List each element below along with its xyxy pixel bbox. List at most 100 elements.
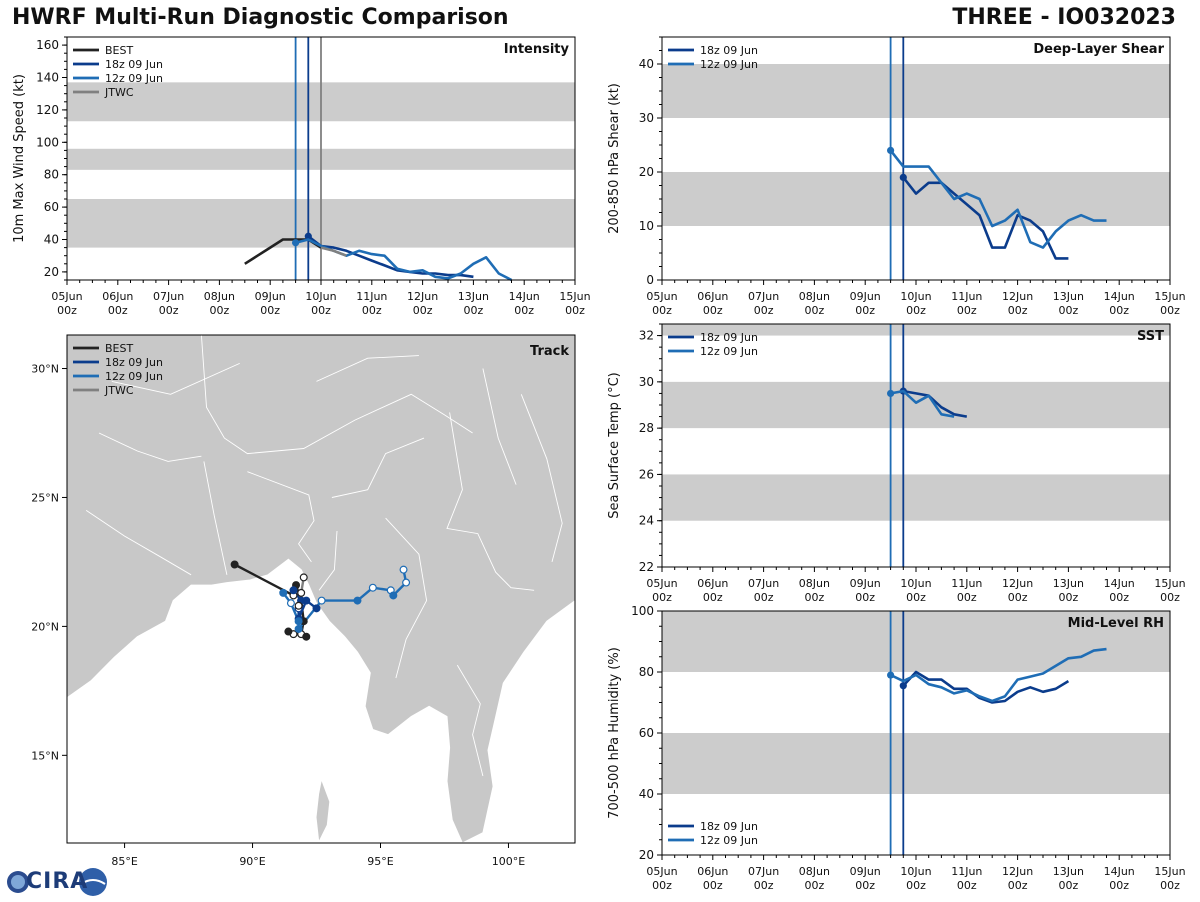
- sst-series-run18: [903, 389, 968, 418]
- sst-panel: 22242628303205Jun00z06Jun00z07Jun00z08Ju…: [607, 323, 1186, 604]
- sst-xtick-sub: 00z: [957, 591, 977, 604]
- land-mass: [67, 335, 575, 843]
- intensity-ytick-label: 80: [44, 168, 59, 182]
- intensity-xtick-sub: 00z: [210, 304, 230, 317]
- track-point-run18: [312, 604, 321, 613]
- intensity-series-jtwc: [320, 246, 347, 257]
- shear-ytick-label: 20: [639, 165, 654, 179]
- intensity-series-run18: [307, 235, 474, 279]
- rh-band: [662, 733, 1170, 794]
- intensity-xtick-label: 15Jun: [559, 290, 590, 303]
- rh-ylabel: 700-500 hPa Humidity (%): [607, 647, 622, 819]
- sst-xtick-label: 13Jun: [1053, 577, 1084, 590]
- border-line: [520, 394, 563, 563]
- track-legend-label: 12z 09 Jun: [105, 370, 163, 383]
- intensity-ytick-label: 60: [44, 200, 59, 214]
- shear-ytick-label: 30: [639, 111, 654, 125]
- track-point-run12: [402, 578, 411, 587]
- shear-xtick-sub: 00z: [957, 304, 977, 317]
- andaman-islands: [316, 781, 330, 841]
- rh-xtick-sub: 00z: [1008, 879, 1028, 892]
- shear-xtick-sub: 00z: [652, 304, 672, 317]
- intensity-xtick-label: 09Jun: [255, 290, 286, 303]
- track-point-run12: [286, 599, 295, 608]
- intensity-ytick-label: 40: [44, 233, 59, 247]
- sst-band: [662, 381, 1170, 429]
- track-frame: [66, 334, 576, 844]
- sst-xtick-label: 12Jun: [1002, 577, 1033, 590]
- sst-xtick-label: 10Jun: [900, 577, 931, 590]
- rh-xtick-sub: 00z: [1109, 879, 1129, 892]
- sst-series-run12: [890, 389, 955, 418]
- sst-xtick-label: 11Jun: [951, 577, 982, 590]
- shear-xtick-sub: 00z: [1059, 304, 1079, 317]
- shear-xtick-sub: 00z: [1160, 304, 1180, 317]
- rh-marker-run12: [887, 671, 895, 679]
- intensity-xtick-label: 10Jun: [305, 290, 336, 303]
- shear-xtick-label: 11Jun: [951, 290, 982, 303]
- rh-series-run18: [902, 670, 1070, 704]
- sst-legend-label: 18z 09 Jun: [700, 331, 758, 344]
- rh-xtick-label: 07Jun: [748, 865, 779, 878]
- intensity-xtick-sub: 00z: [260, 304, 280, 317]
- intensity-xtick-label: 13Jun: [458, 290, 489, 303]
- border-line: [316, 355, 419, 382]
- track-point-run12: [389, 591, 398, 600]
- sst-xtick-label: 08Jun: [799, 577, 830, 590]
- shear-xtick-label: 08Jun: [799, 290, 830, 303]
- sst-xtick-sub: 00z: [652, 591, 672, 604]
- border-line: [203, 461, 228, 575]
- shear-series-run18: [902, 176, 1069, 260]
- shear-xtick-label: 05Jun: [646, 290, 677, 303]
- border-line: [111, 362, 240, 395]
- rh-series-run12: [890, 647, 1107, 703]
- cira-logo-icon: [7, 868, 107, 896]
- border-line: [200, 335, 473, 455]
- shear-xtick-sub: 00z: [906, 304, 926, 317]
- sst-xtick-label: 09Jun: [850, 577, 881, 590]
- intensity-xtick-label: 07Jun: [153, 290, 184, 303]
- shear-xtick-sub: 00z: [1008, 304, 1028, 317]
- rh-xtick-sub: 00z: [1059, 879, 1079, 892]
- intensity-ytick-label: 100: [36, 135, 59, 149]
- track-ytick-label: 20°N: [31, 620, 59, 633]
- shear-marker-run18: [899, 173, 907, 181]
- track-ytick-label: 15°N: [31, 749, 59, 762]
- rh-xtick-label: 13Jun: [1053, 865, 1084, 878]
- shear-ylabel: 200-850 hPa Shear (kt): [607, 83, 622, 234]
- rh-xtick-sub: 00z: [652, 879, 672, 892]
- track-point-run18: [289, 586, 298, 595]
- rh-ytick-label: 100: [631, 604, 654, 618]
- rh-xtick-sub: 00z: [754, 879, 774, 892]
- rh-xtick-sub: 00z: [855, 879, 875, 892]
- sst-xtick-sub: 00z: [1008, 591, 1028, 604]
- intensity-xtick-label: 08Jun: [204, 290, 235, 303]
- logo-text: CIRA: [26, 869, 89, 894]
- sst-xtick-label: 14Jun: [1104, 577, 1135, 590]
- intensity-ytick-label: 20: [44, 265, 59, 279]
- track-point-run12: [294, 624, 303, 633]
- track-point-run12: [317, 596, 326, 605]
- shear-ytick-label: 0: [646, 273, 654, 287]
- track-legend-label: JTWC: [104, 384, 134, 397]
- cira-logo: CIRA: [4, 866, 108, 898]
- shear-band: [662, 172, 1170, 226]
- track-xtick-label: 90°E: [239, 855, 265, 868]
- figure-title: HWRF Multi-Run Diagnostic Comparison: [12, 5, 509, 30]
- sst-ytick-label: 32: [639, 329, 654, 343]
- track-point-jtwc: [297, 588, 306, 597]
- sst-band: [662, 474, 1170, 521]
- rh-xtick-sub: 00z: [805, 879, 825, 892]
- track-legend-label: 18z 09 Jun: [105, 356, 163, 369]
- shear-xtick-label: 06Jun: [697, 290, 728, 303]
- intensity-marker-run12: [292, 239, 300, 247]
- sst-title: SST: [1137, 329, 1164, 344]
- track-legend-label: BEST: [105, 342, 133, 355]
- sst-xtick-sub: 00z: [754, 591, 774, 604]
- shear-xtick-sub: 00z: [754, 304, 774, 317]
- border-line: [98, 432, 202, 462]
- rh-xtick-label: 09Jun: [850, 865, 881, 878]
- track-point-run12: [368, 583, 377, 592]
- rh-xtick-label: 11Jun: [951, 865, 982, 878]
